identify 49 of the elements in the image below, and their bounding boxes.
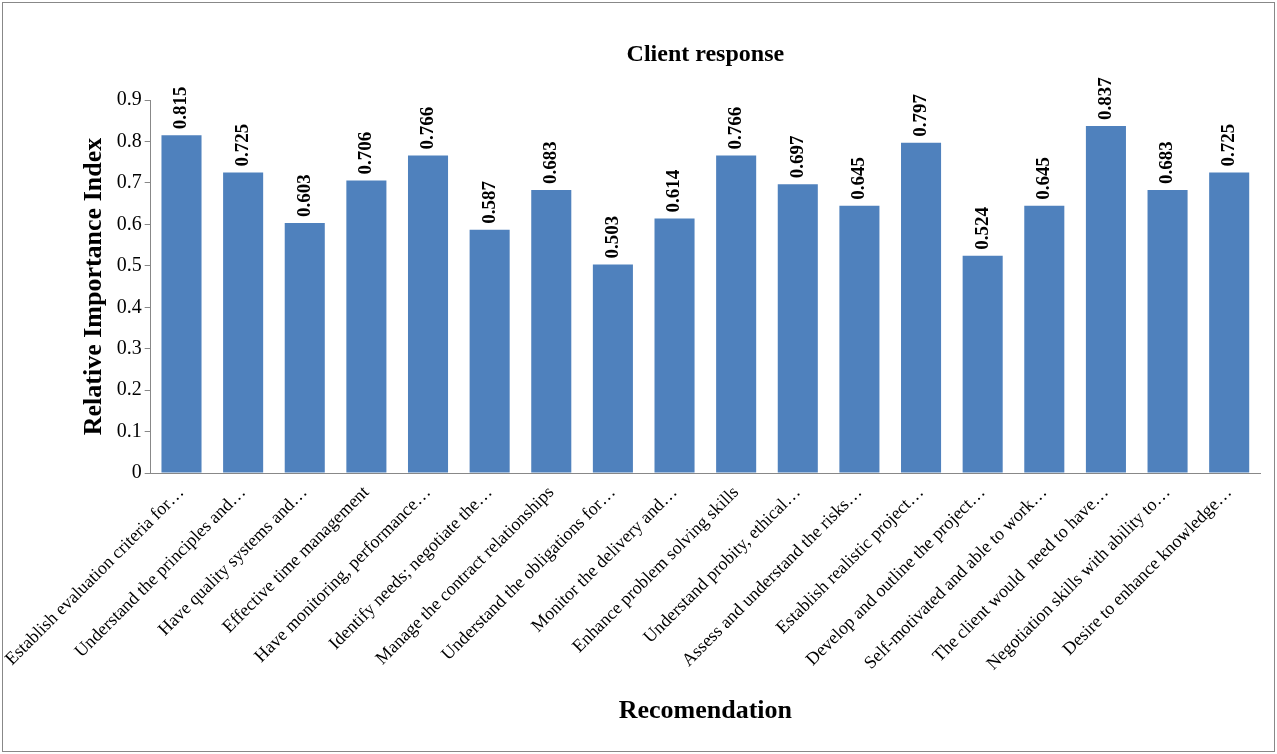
y-tick-label: 0.8 [116, 128, 142, 151]
bar [469, 229, 510, 473]
bar [777, 184, 818, 473]
y-axis-title: Relative Importance Index [77, 137, 107, 436]
data-label: 0.815 [169, 86, 191, 130]
bar [531, 189, 572, 473]
bar [161, 135, 202, 473]
data-label: 0.725 [1217, 123, 1239, 167]
y-tick-label: 0.1 [116, 418, 142, 441]
data-label: 0.837 [1093, 76, 1115, 121]
y-tick-label: 0.9 [116, 87, 142, 110]
x-axis-title: Recomendation [618, 695, 793, 725]
bar [1024, 205, 1065, 473]
data-label: 0.797 [908, 93, 930, 137]
data-label: 0.614 [662, 169, 684, 213]
bar [1147, 189, 1188, 473]
y-tick-label: 0.7 [116, 170, 142, 193]
y-tick-label: 0.3 [116, 335, 142, 358]
data-label: 0.524 [970, 206, 992, 250]
data-label: 0.645 [1032, 156, 1054, 200]
bar [407, 155, 449, 473]
bar [1085, 126, 1126, 473]
y-tick-label: 0.6 [116, 211, 142, 234]
bar [839, 205, 880, 473]
data-label: 0.587 [477, 180, 499, 224]
data-label: 0.683 [539, 141, 561, 184]
bar [284, 223, 325, 473]
bar [962, 255, 1003, 473]
data-label: 0.706 [354, 131, 376, 175]
data-label: 0.683 [1155, 141, 1177, 184]
data-label: 0.697 [785, 134, 807, 179]
y-tick-label: 0.2 [116, 377, 142, 400]
bar [901, 142, 942, 473]
y-tick-label: 0 [131, 460, 142, 483]
bar [1209, 172, 1250, 473]
bar [592, 264, 633, 473]
data-label: 0.503 [600, 215, 622, 259]
bar [716, 155, 757, 473]
bar [654, 218, 695, 473]
chart-title: Client response [626, 40, 785, 67]
bar [346, 180, 387, 473]
y-tick-label: 0.4 [116, 294, 142, 317]
data-label: 0.766 [415, 106, 437, 150]
data-label: 0.603 [292, 174, 314, 218]
data-label: 0.725 [231, 123, 253, 167]
data-label: 0.766 [724, 106, 746, 150]
y-tick-label: 0.5 [116, 253, 142, 276]
data-label: 0.645 [847, 156, 869, 200]
bar [223, 172, 264, 473]
